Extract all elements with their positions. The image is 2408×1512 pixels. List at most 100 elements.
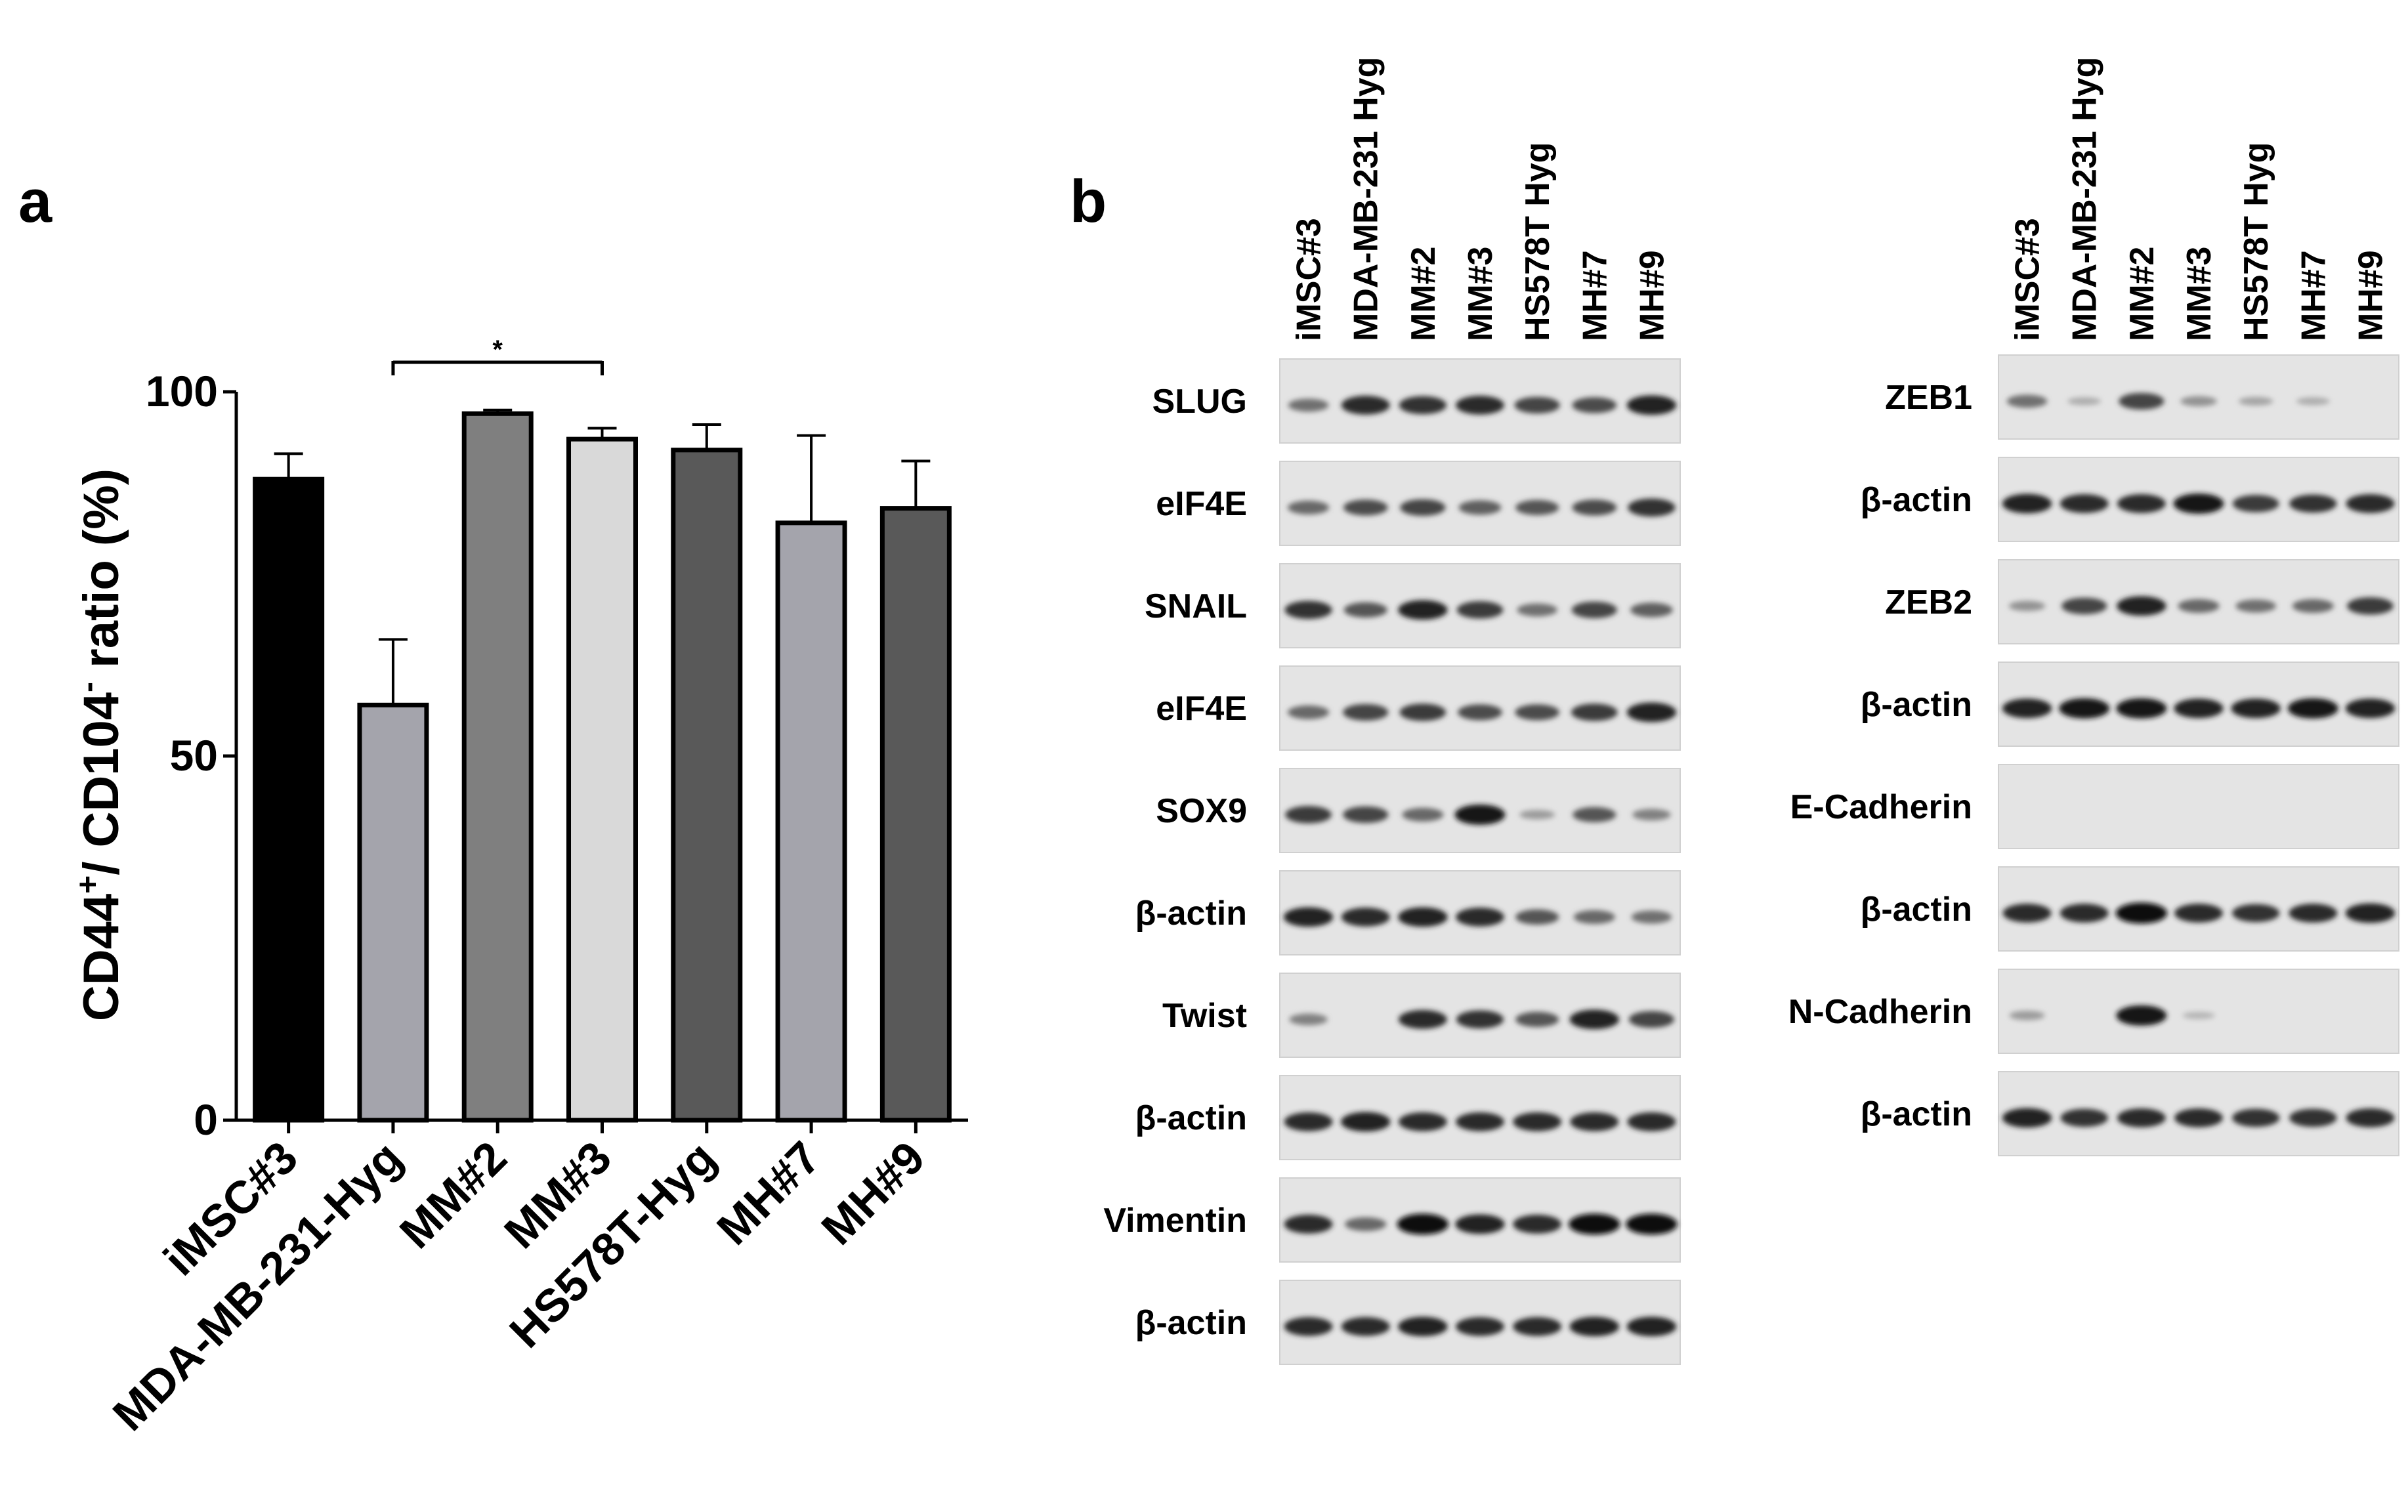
protein-band [1398, 907, 1448, 927]
protein-label: SNAIL [1145, 587, 1247, 625]
protein-band [2174, 698, 2224, 719]
protein-band [1398, 1010, 1447, 1029]
protein-band [2116, 698, 2167, 719]
bar-chart: CD44+/ CD104- ratio (%) 0 50 100 iMSC#3MDA… [71, 335, 968, 1440]
protein-band [1569, 1213, 1620, 1235]
protein-band [2231, 904, 2280, 923]
protein-band [2117, 494, 2166, 513]
protein-band [2117, 1108, 2166, 1127]
protein-band [2292, 598, 2334, 613]
protein-band [2174, 1108, 2223, 1127]
protein-band [1626, 1316, 1677, 1337]
bar [253, 476, 325, 1123]
protein-label: eIF4E [1156, 690, 1247, 728]
bar [357, 702, 429, 1123]
y-label-part-3: ratio (%) [74, 469, 129, 682]
protein-band [2002, 1108, 2052, 1128]
bar [671, 448, 743, 1123]
protein-band [2235, 599, 2276, 613]
protein-band [2061, 597, 2107, 615]
protein-band [1630, 602, 1673, 618]
protein-band [1455, 1214, 1505, 1234]
blot-strip [1998, 969, 2399, 1054]
protein-band [1628, 1011, 1675, 1028]
y-tick-label: 0 [194, 1095, 218, 1144]
protein-label: eIF4E [1156, 485, 1247, 523]
y-label-sup-plus: + [71, 875, 106, 894]
protein-band [2347, 597, 2394, 615]
protein-band [2289, 494, 2337, 513]
protein-label: β-actin [1135, 1099, 1247, 1137]
protein-band [2006, 394, 2048, 408]
protein-label: β-actin [1135, 894, 1247, 933]
lane-label: MH#9 [1633, 250, 1671, 341]
protein-band [1398, 1112, 1447, 1131]
protein-band [1573, 807, 1616, 822]
y-label-sup-minus: - [71, 682, 106, 692]
protein-band [1632, 808, 1671, 821]
bar [461, 411, 534, 1123]
protein-band [1284, 600, 1332, 620]
y-tick-label: 100 [146, 367, 218, 415]
protein-band [1572, 397, 1617, 413]
protein-band [1285, 806, 1332, 824]
y-label-part-2: / CD104 [74, 692, 129, 875]
lane-label: MM#2 [1405, 247, 1443, 341]
bars [253, 408, 952, 1123]
protein-band [1398, 600, 1448, 620]
protein-band [1631, 910, 1672, 924]
protein-band [2059, 494, 2109, 513]
protein-label: ZEB1 [1885, 379, 1972, 417]
protein-band [2231, 698, 2281, 719]
protein-band [1570, 1112, 1619, 1131]
protein-band [2008, 600, 2046, 612]
protein-band [2059, 904, 2109, 923]
protein-band [1456, 601, 1504, 619]
protein-band [1458, 500, 1502, 515]
protein-band [1456, 1112, 1504, 1131]
protein-band [1402, 807, 1444, 822]
lane-label: MM#2 [2123, 247, 2161, 341]
protein-band [2173, 493, 2224, 514]
protein-band [2119, 392, 2165, 410]
lane-label: HS578T Hyg [1519, 142, 1557, 341]
protein-band [1287, 500, 1330, 514]
protein-label: E-Cadherin [1790, 788, 1972, 826]
protein-band [2345, 903, 2396, 923]
protein-label: β-actin [1861, 481, 1972, 519]
lane-label: MH#7 [2294, 250, 2333, 341]
protein-band [2238, 396, 2273, 406]
protein-band [1519, 810, 1555, 820]
protein-band [1569, 1009, 1619, 1030]
protein-band [1515, 1011, 1559, 1027]
protein-band [1343, 704, 1389, 721]
bar [775, 520, 847, 1123]
protein-band [2009, 1011, 2045, 1020]
protein-band [2289, 904, 2338, 923]
protein-band [1343, 499, 1388, 516]
lane-label: iMSC#3 [2009, 218, 2047, 341]
protein-label: β-actin [1861, 686, 1972, 724]
protein-band [2067, 397, 2102, 406]
protein-band [1627, 1112, 1676, 1131]
protein-band [2231, 1108, 2280, 1127]
protein-band [1515, 704, 1560, 721]
protein-band [1284, 1317, 1333, 1336]
protein-band [2346, 1108, 2395, 1127]
protein-band [2289, 1108, 2337, 1127]
protein-band [1515, 909, 1559, 925]
protein-band [1398, 1316, 1448, 1337]
protein-band [2296, 397, 2330, 406]
protein-band [2178, 598, 2220, 613]
protein-label: N-Cadherin [1788, 993, 1972, 1031]
protein-band [1628, 498, 1676, 517]
x-tick-label: MM#2 [390, 1131, 517, 1258]
protein-band [2115, 902, 2168, 924]
western-blot-left: iMSC#3 MDA-MB-231 Hyg MM#2 MM#3 HS578T Hyg MH… [1103, 57, 1681, 1365]
protein-label: Vimentin [1103, 1202, 1247, 1240]
protein-band [1514, 396, 1560, 414]
protein-band [1341, 1317, 1390, 1336]
y-label-part-1: CD44 [74, 894, 129, 1021]
protein-band [1513, 1112, 1562, 1131]
